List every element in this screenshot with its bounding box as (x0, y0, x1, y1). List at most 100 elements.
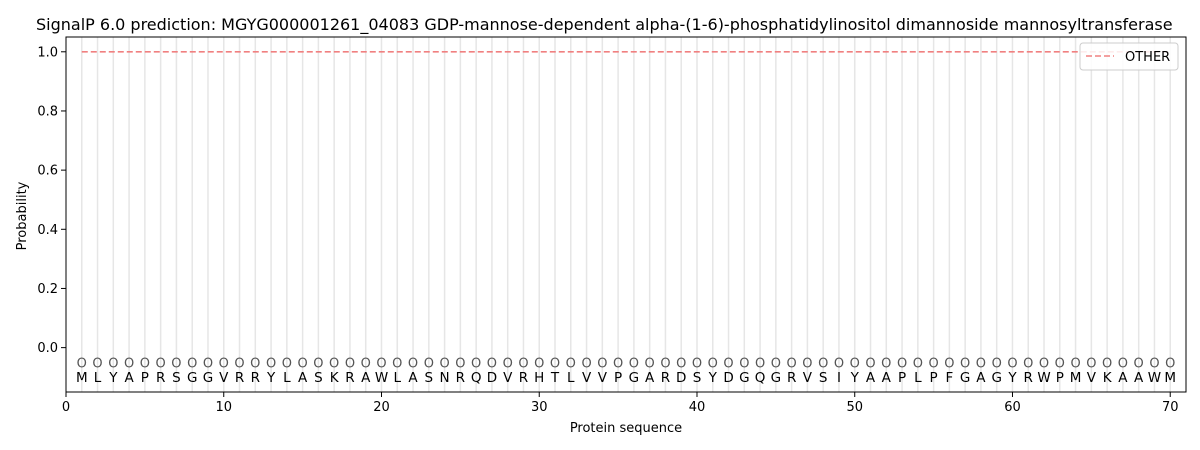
residue-label: K (330, 370, 340, 386)
region-label: O (424, 356, 434, 371)
region-label: O (992, 356, 1002, 371)
region-label: O (723, 356, 733, 371)
residue-label: L (394, 370, 402, 386)
residue-label: Y (850, 370, 860, 386)
residue-label: Y (1007, 370, 1017, 386)
residue-label: W (1037, 370, 1050, 386)
residue-label: M (76, 370, 88, 386)
residue-label: V (1087, 370, 1097, 386)
residue-label: T (550, 370, 560, 386)
residue-label: S (172, 370, 181, 386)
residue-label: G (739, 370, 749, 386)
region-label: O (550, 356, 560, 371)
residue-label: P (614, 370, 622, 386)
x-tick-label: 10 (215, 400, 232, 415)
region-label: O (1165, 356, 1175, 371)
chart-title: SignalP 6.0 prediction: MGYG000001261_04… (36, 15, 1173, 35)
residue-label: R (661, 370, 670, 386)
region-label: O (140, 356, 150, 371)
region-label: O (1149, 356, 1159, 371)
residue-label: K (1103, 370, 1113, 386)
residue-label: I (837, 370, 841, 386)
residue-label: A (361, 370, 371, 386)
region-label: O (203, 356, 213, 371)
residue-label: A (645, 370, 655, 386)
region-label: O (1118, 356, 1128, 371)
region-label: O (913, 356, 923, 371)
residue-label: W (375, 370, 388, 386)
residue-label: G (203, 370, 213, 386)
region-label: O (408, 356, 418, 371)
region-label: O (124, 356, 134, 371)
residue-label: A (124, 370, 134, 386)
y-tick-label: 0.6 (37, 164, 58, 179)
y-tick-label: 0.8 (37, 104, 58, 119)
residue-label: V (582, 370, 592, 386)
region-label: O (755, 356, 765, 371)
region-label: O (392, 356, 402, 371)
region-label: O (329, 356, 339, 371)
region-label: O (1070, 356, 1080, 371)
region-label: O (802, 356, 812, 371)
region-label: O (1086, 356, 1096, 371)
residue-label: Y (108, 370, 118, 386)
residue-label: V (503, 370, 513, 386)
region-label: O (976, 356, 986, 371)
region-label: O (313, 356, 323, 371)
residue-label: A (298, 370, 308, 386)
region-label: O (534, 356, 544, 371)
region-label: O (581, 356, 591, 371)
region-label: O (345, 356, 355, 371)
region-label: O (629, 356, 639, 371)
region-label: O (1134, 356, 1144, 371)
region-label: O (660, 356, 670, 371)
x-tick-label: 60 (1004, 400, 1021, 415)
residue-label: D (676, 370, 686, 386)
region-label: O (818, 356, 828, 371)
region-label: O (708, 356, 718, 371)
residue-label: P (1056, 370, 1064, 386)
region-label: O (171, 356, 181, 371)
region-label: O (518, 356, 528, 371)
region-label: O (771, 356, 781, 371)
residue-label: M (1070, 370, 1082, 386)
region-label: O (1055, 356, 1065, 371)
residue-label: V (598, 370, 608, 386)
region-label: O (487, 356, 497, 371)
region-label: O (692, 356, 702, 371)
residue-label: Y (266, 370, 276, 386)
region-label: O (881, 356, 891, 371)
region-label: O (376, 356, 386, 371)
region-label: O (566, 356, 576, 371)
residue-label: S (819, 370, 828, 386)
region-label: O (156, 356, 166, 371)
plot-area: OMOLOYOAOPOROSOGOGOVOROROYOLOAOSOKOROAOW… (37, 36, 1187, 415)
y-tick-label: 0.2 (37, 282, 58, 297)
residue-label: G (629, 370, 639, 386)
residue-label: A (976, 370, 986, 386)
x-tick-label: 0 (62, 400, 70, 415)
residue-label: R (235, 370, 244, 386)
region-label: O (455, 356, 465, 371)
region-label: O (298, 356, 308, 371)
y-axis-label: Probability (15, 181, 30, 250)
region-label: O (597, 356, 607, 371)
x-tick-label: 70 (1162, 400, 1179, 415)
region-label: O (645, 356, 655, 371)
residue-label: G (187, 370, 197, 386)
region-label: O (834, 356, 844, 371)
region-label: O (503, 356, 513, 371)
region-label: O (234, 356, 244, 371)
x-tick-label: 50 (846, 400, 863, 415)
region-label: O (1007, 356, 1017, 371)
x-axis-label: Protein sequence (570, 421, 682, 436)
residue-label: V (219, 370, 229, 386)
residue-label: R (156, 370, 165, 386)
residue-label: R (456, 370, 465, 386)
residue-label: P (898, 370, 906, 386)
residue-label: L (283, 370, 291, 386)
residue-label: R (519, 370, 528, 386)
residue-label: S (693, 370, 702, 386)
residue-label: L (914, 370, 922, 386)
residue-label: P (141, 370, 149, 386)
